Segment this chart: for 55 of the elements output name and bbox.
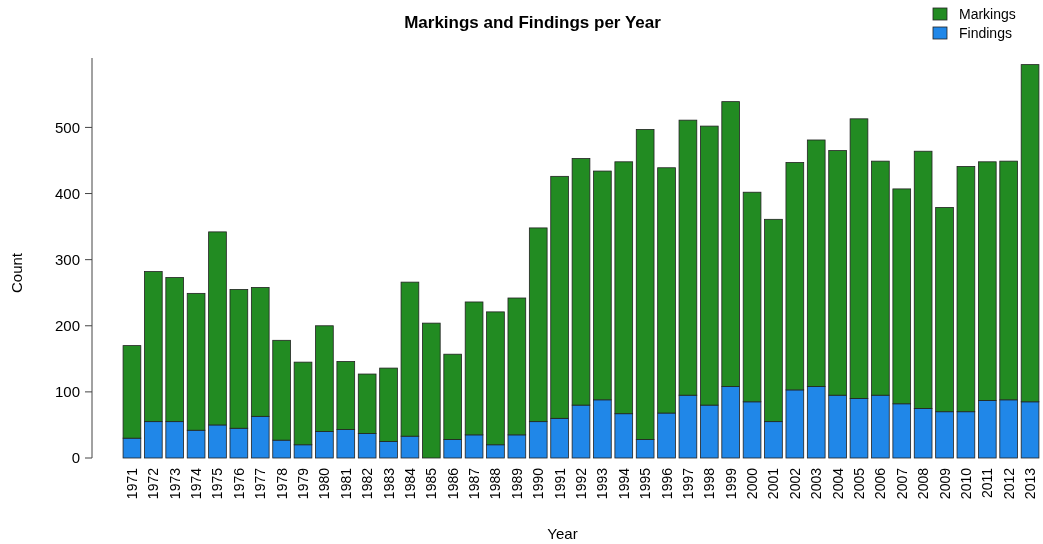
x-tick-label: 2012 <box>1000 467 1017 500</box>
x-tick-label: 2013 <box>1022 467 1039 500</box>
x-tick-label: 1999 <box>722 467 739 500</box>
bar <box>422 322 441 459</box>
x-tick-label: 1982 <box>359 467 376 500</box>
x-tick-label: 2004 <box>829 467 846 500</box>
x-tick-label: 1986 <box>444 467 461 500</box>
x-tick-label: 2009 <box>936 467 953 500</box>
y-tick-label: 400 <box>54 184 80 202</box>
y-axis-title: Count <box>8 252 25 294</box>
x-tick-label: 1991 <box>551 467 568 500</box>
x-tick-label: 1989 <box>508 467 525 500</box>
legend-label: Markings <box>959 6 1016 22</box>
x-tick-label: 1992 <box>573 467 589 500</box>
y-tick-label: 100 <box>54 383 80 401</box>
x-tick-label: 1975 <box>209 467 226 500</box>
x-tick-label: 1977 <box>252 467 269 500</box>
x-tick-label: 1998 <box>701 467 718 500</box>
x-tick-label: 1976 <box>230 467 247 500</box>
x-tick-label: 1996 <box>658 467 675 500</box>
chart-title: Markings and Findings per Year <box>404 13 662 32</box>
x-tick-label: 2010 <box>957 467 974 500</box>
x-tick-label: 1983 <box>380 467 397 500</box>
x-tick-label: 2008 <box>915 467 932 500</box>
x-tick-label: 1974 <box>188 467 205 500</box>
x-tick-label: 1997 <box>679 467 696 500</box>
x-tick-label: 1980 <box>316 467 333 500</box>
x-tick-label: 1978 <box>273 467 290 500</box>
y-tick-label: 0 <box>71 449 80 467</box>
x-tick-label: 1984 <box>401 467 418 500</box>
x-tick-label: 1993 <box>594 467 611 500</box>
x-tick-label: 1971 <box>123 467 140 500</box>
x-tick-label: 1979 <box>295 467 312 500</box>
y-tick-label: 500 <box>54 118 80 136</box>
x-tick-label: 1987 <box>466 467 483 500</box>
legend-label: Findings <box>959 25 1012 41</box>
x-tick-label: 2002 <box>786 467 803 500</box>
x-tick-label: 1990 <box>530 467 547 500</box>
x-tick-label: 2001 <box>765 467 782 500</box>
x-tick-label: 2000 <box>744 467 761 500</box>
x-tick-label: 1972 <box>145 467 162 500</box>
x-tick-label: 1988 <box>487 467 504 500</box>
x-tick-label: 2006 <box>872 467 889 500</box>
x-tick-label: 2007 <box>893 467 910 500</box>
x-tick-label: 1994 <box>615 467 632 500</box>
x-tick-label: 2011 <box>979 467 996 499</box>
y-tick-label: 300 <box>54 250 80 268</box>
x-tick-label: 1981 <box>337 467 354 500</box>
x-tick-label: 2003 <box>808 467 825 500</box>
x-axis-title: Year <box>547 525 578 542</box>
y-tick-label: 200 <box>54 317 80 335</box>
x-tick-label: 2005 <box>850 467 867 500</box>
x-tick-label: 1985 <box>423 467 440 500</box>
x-tick-label: 1995 <box>637 467 654 500</box>
x-tick-label: 1973 <box>166 467 183 500</box>
